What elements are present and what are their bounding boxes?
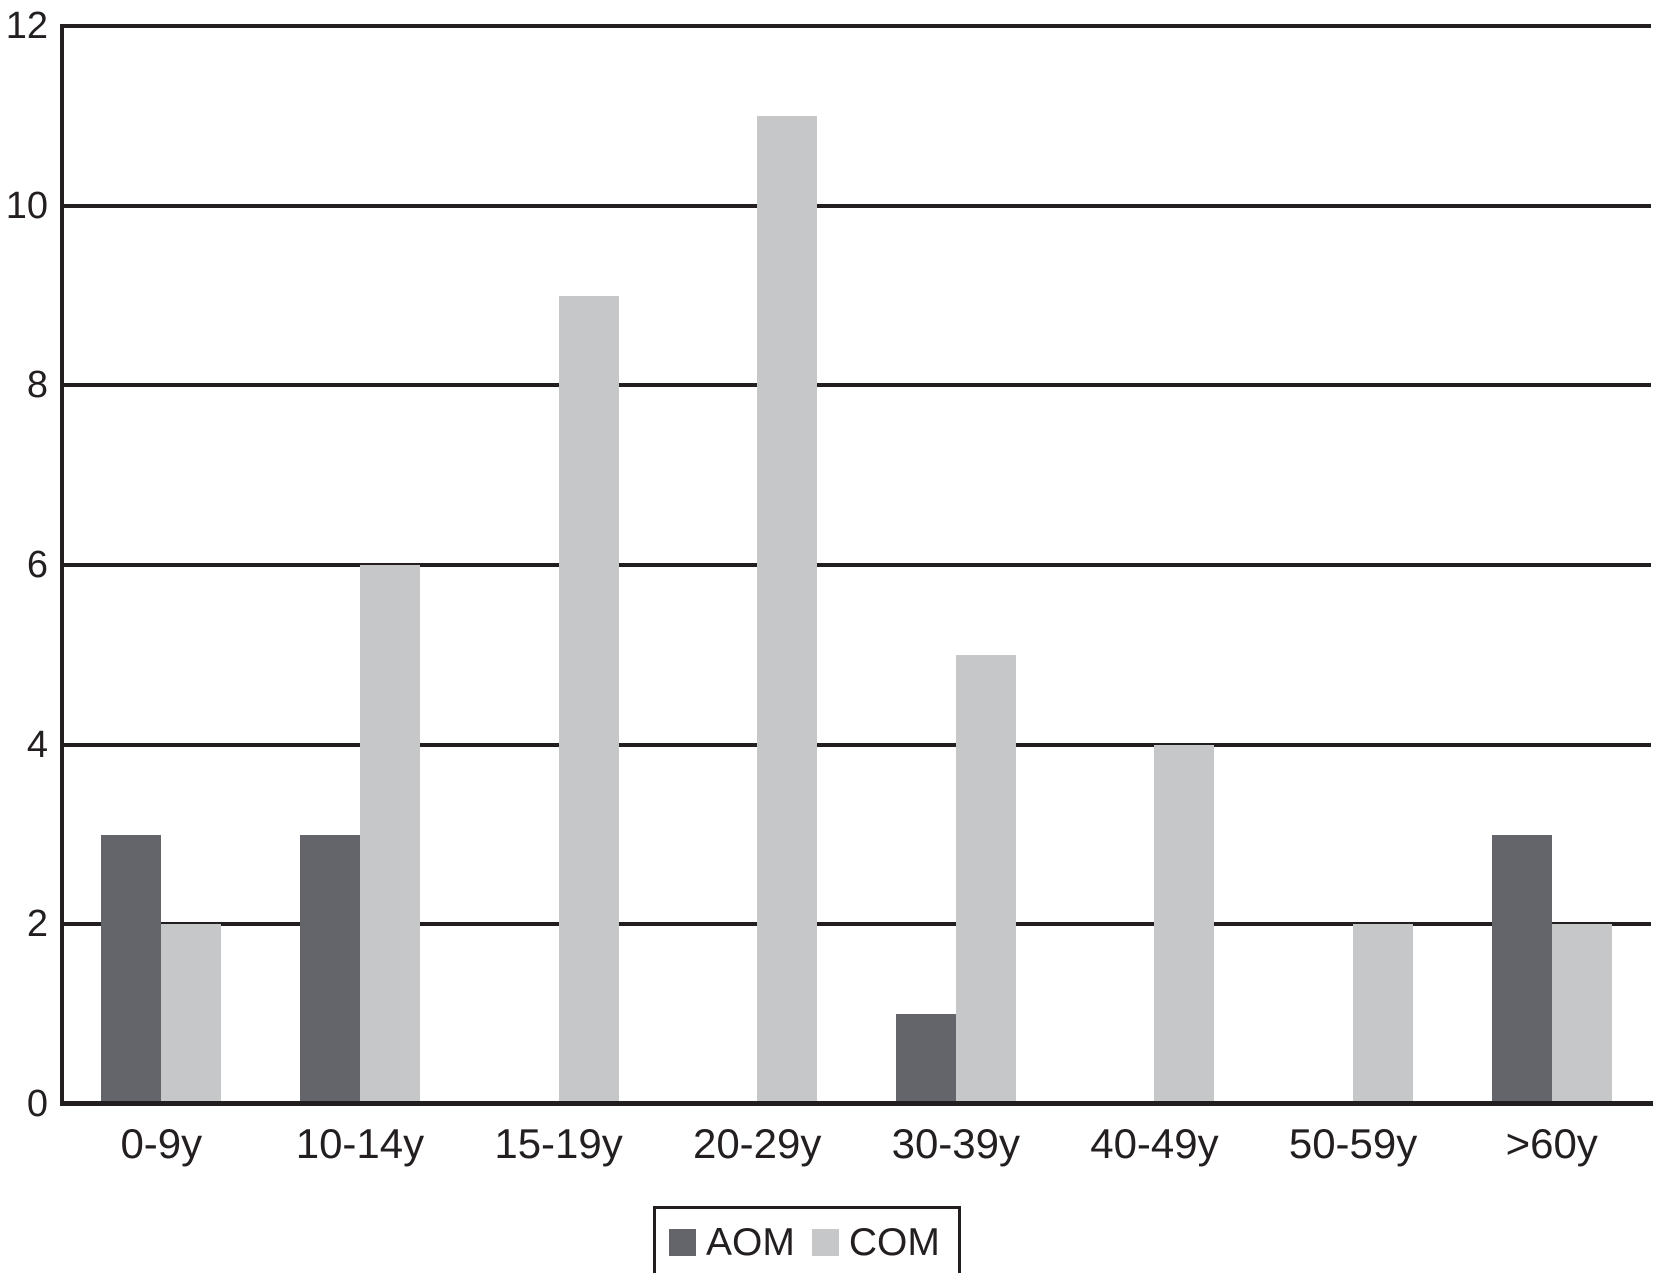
y-tick-label-12: 12 <box>5 5 48 47</box>
gridline-y-8 <box>62 383 1651 388</box>
gridline-y-2 <box>62 922 1651 927</box>
y-tick-label-6: 6 <box>26 544 48 586</box>
y-tick-label-8: 8 <box>26 364 48 407</box>
gridline-y-10 <box>62 203 1651 208</box>
x-tick-label-2029y: 20-29y <box>692 1120 822 1167</box>
legend-label-com: COM <box>848 1221 940 1264</box>
bar-aom-60y <box>1491 834 1552 1104</box>
y-tick-label-4: 4 <box>26 723 48 766</box>
bar-com-3039y <box>955 654 1016 1104</box>
x-tick-label-3039y: 30-39y <box>891 1120 1021 1167</box>
y-tick-label-10: 10 <box>5 184 48 227</box>
bar-aom-3039y <box>895 1014 956 1104</box>
bar-com-4049y <box>1154 744 1215 1104</box>
bar-com-5059y <box>1353 924 1414 1104</box>
bar-com-2029y <box>757 115 818 1104</box>
y-tick-label-0: 0 <box>26 1083 48 1125</box>
x-tick-label-60y: >60y <box>1505 1120 1598 1167</box>
x-tick-label-5059y: 50-59y <box>1288 1120 1418 1167</box>
bar-aom-1014y <box>299 834 360 1104</box>
bar-com-1014y <box>359 565 420 1104</box>
x-tick-label-09y: 0-9y <box>120 1120 203 1167</box>
legend-swatch-aom <box>669 1229 696 1256</box>
legend-swatch-com <box>811 1229 839 1256</box>
gridline-y-4 <box>62 742 1651 747</box>
legend-label-aom: AOM <box>706 1221 795 1264</box>
y-tick-label-2: 2 <box>26 903 48 946</box>
x-tick-label-1519y: 15-19y <box>494 1120 623 1167</box>
x-tick-label-1014y: 10-14y <box>295 1120 425 1167</box>
bar-com-60y <box>1551 924 1612 1104</box>
gridline-y-12 <box>62 24 1651 28</box>
y-axis-line <box>60 24 64 1106</box>
x-axis-line <box>60 1101 1653 1106</box>
bar-aom-09y <box>101 834 162 1104</box>
gridline-y-6 <box>62 563 1651 567</box>
x-tick-label-4049y: 40-49y <box>1090 1120 1219 1167</box>
bar-com-1519y <box>558 295 619 1104</box>
bar-com-09y <box>161 924 222 1104</box>
legend: AOM COM <box>653 1206 961 1273</box>
